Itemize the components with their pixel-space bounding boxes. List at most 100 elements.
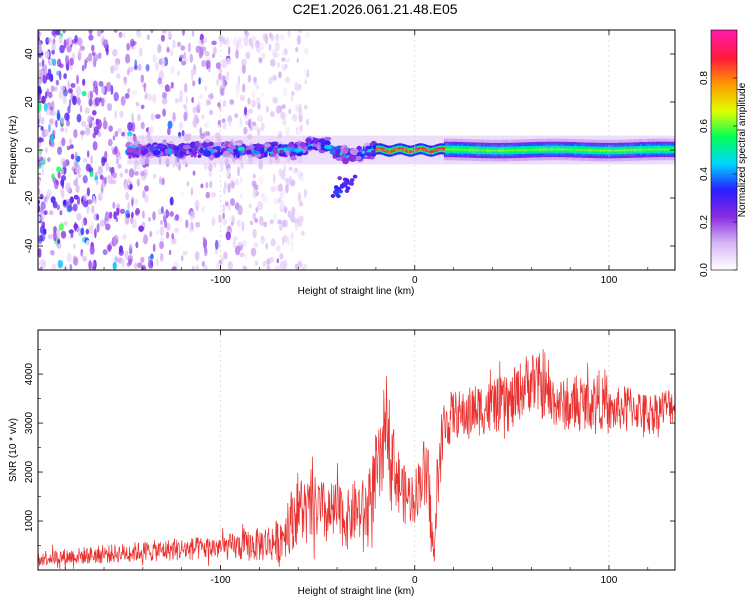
spectrogram-speckle xyxy=(40,54,44,61)
colorbar-cell xyxy=(711,226,737,229)
spectrogram-speckle xyxy=(206,60,209,70)
spectrogram-speckle xyxy=(200,46,207,52)
colorbar-cell xyxy=(711,78,737,81)
spectrogram-speckle xyxy=(66,145,71,151)
colorbar-cell xyxy=(711,142,737,145)
spectrogram-stable-cell xyxy=(667,148,670,151)
spectrogram-speckle xyxy=(66,38,70,47)
spectrogram-speckle xyxy=(38,110,41,121)
spectrogram-speckle xyxy=(217,102,221,108)
spectrogram-speckle xyxy=(126,131,133,137)
spectrogram-speckle xyxy=(140,104,145,110)
spectrogram-speckle xyxy=(126,262,131,267)
spectrogram-speckle xyxy=(41,165,45,176)
colorbar-cell xyxy=(711,172,737,175)
spectrogram-stable-cell xyxy=(597,149,600,152)
spectrogram-speckle xyxy=(257,200,263,211)
colorbar-cell xyxy=(711,64,737,67)
spectrogram-band-cell xyxy=(320,143,326,151)
spectrogram-speckle xyxy=(113,211,117,220)
spectrogram-speckle xyxy=(275,105,281,114)
spectrogram-speckle xyxy=(75,86,82,96)
spectrogram-speckle xyxy=(62,95,67,105)
spectrogram-stable-cell xyxy=(490,149,493,152)
spectrogram-high-cell xyxy=(420,147,422,151)
spectrogram-speckle xyxy=(291,206,296,216)
spectrogram-speckle xyxy=(73,179,78,187)
spectrogram-speckle xyxy=(68,98,72,108)
spectrogram-speckle xyxy=(131,89,138,96)
spectrogram-high-cell xyxy=(422,147,425,151)
spectrogram-speckle xyxy=(69,64,73,71)
spectrogram-speckle xyxy=(112,201,116,209)
spectrogram-speckle xyxy=(59,210,63,216)
spectrogram-secondary-blob xyxy=(330,174,358,199)
spectrogram-speckle xyxy=(125,179,129,186)
spectrogram-speckle xyxy=(223,186,226,195)
spectrogram-speckle xyxy=(40,126,44,131)
colorbar-cell xyxy=(711,250,737,253)
spectrogram-speckle xyxy=(187,42,192,53)
spectrogram-speckle xyxy=(211,217,216,227)
spectrogram-high-cell xyxy=(427,149,429,153)
spectrogram-speckle xyxy=(282,87,288,97)
spectrogram-speckle xyxy=(38,215,41,223)
spectrogram-speckle xyxy=(301,263,308,269)
spectrogram-speckle xyxy=(185,219,189,229)
colorbar-cell xyxy=(711,52,737,55)
spectrogram-speckle xyxy=(181,255,184,262)
spectrogram-speckle xyxy=(148,126,154,135)
spectrogram-speckle xyxy=(39,193,44,200)
colorbar-cell xyxy=(711,214,737,217)
spectrogram-speckle xyxy=(102,249,108,256)
spectrogram-stable-cell xyxy=(556,148,559,151)
colorbar-cell xyxy=(711,94,737,97)
spectrogram-band-cell xyxy=(324,145,332,150)
spectrogram-speckle xyxy=(75,184,80,194)
spectrogram-stable-cell xyxy=(445,148,449,151)
spectrogram-high-cell xyxy=(392,148,394,153)
spectrogram-speckle xyxy=(209,180,213,189)
spectrogram-speckle xyxy=(305,118,310,126)
spectrogram-y-ticks: -40 -20 0 20 40 xyxy=(24,29,675,271)
spectrogram-speckle xyxy=(59,44,65,54)
spectrogram-speckle xyxy=(105,223,111,231)
spectrogram-speckle xyxy=(290,179,296,187)
spectrogram-speckle xyxy=(141,265,147,270)
spectrogram-speckle xyxy=(231,215,235,226)
spectrogram-speckle xyxy=(38,136,42,143)
spectrogram-band-cell xyxy=(335,148,341,156)
spectrogram-stable-cell xyxy=(544,148,548,151)
spectrogram-speckle xyxy=(174,214,180,221)
spectrogram-speckle xyxy=(238,43,244,50)
spectrogram-speckle xyxy=(115,149,120,158)
spectrogram-speckle xyxy=(229,99,235,105)
spectrogram-speckle xyxy=(252,173,256,179)
spectrogram-high-cell xyxy=(442,147,444,151)
spectrogram-speckle xyxy=(200,183,204,189)
colorbar-cell xyxy=(711,176,737,179)
snr-y-tick-label: 4000 xyxy=(24,363,35,386)
colorbar-cell xyxy=(711,86,737,89)
spectrogram-speckle xyxy=(49,250,55,256)
spectrogram-band-cell xyxy=(319,138,326,144)
colorbar-cell xyxy=(711,60,737,63)
spectrogram-speckle xyxy=(287,210,292,218)
spectrogram-band-cell xyxy=(316,145,321,150)
spectrogram-speckle xyxy=(204,247,208,257)
spectrogram-speckle xyxy=(298,201,304,207)
spectrogram-speckle xyxy=(88,30,93,35)
spectrogram-speckle xyxy=(295,220,298,231)
spectrogram-speckle xyxy=(113,30,118,33)
spectrogram-speckle xyxy=(245,120,249,126)
spectrogram-speckle xyxy=(60,179,65,187)
spectrogram-speckle xyxy=(52,201,58,209)
spectrogram-high-cell xyxy=(399,147,401,151)
colorbar-cell xyxy=(711,152,737,155)
colorbar-cell xyxy=(711,220,737,223)
spectrogram-speckle xyxy=(258,57,263,64)
spectrogram-speckle xyxy=(114,257,119,264)
colorbar-cell xyxy=(711,36,737,39)
spectrogram-speckle xyxy=(135,101,140,107)
spectrogram-speckle xyxy=(192,265,195,270)
